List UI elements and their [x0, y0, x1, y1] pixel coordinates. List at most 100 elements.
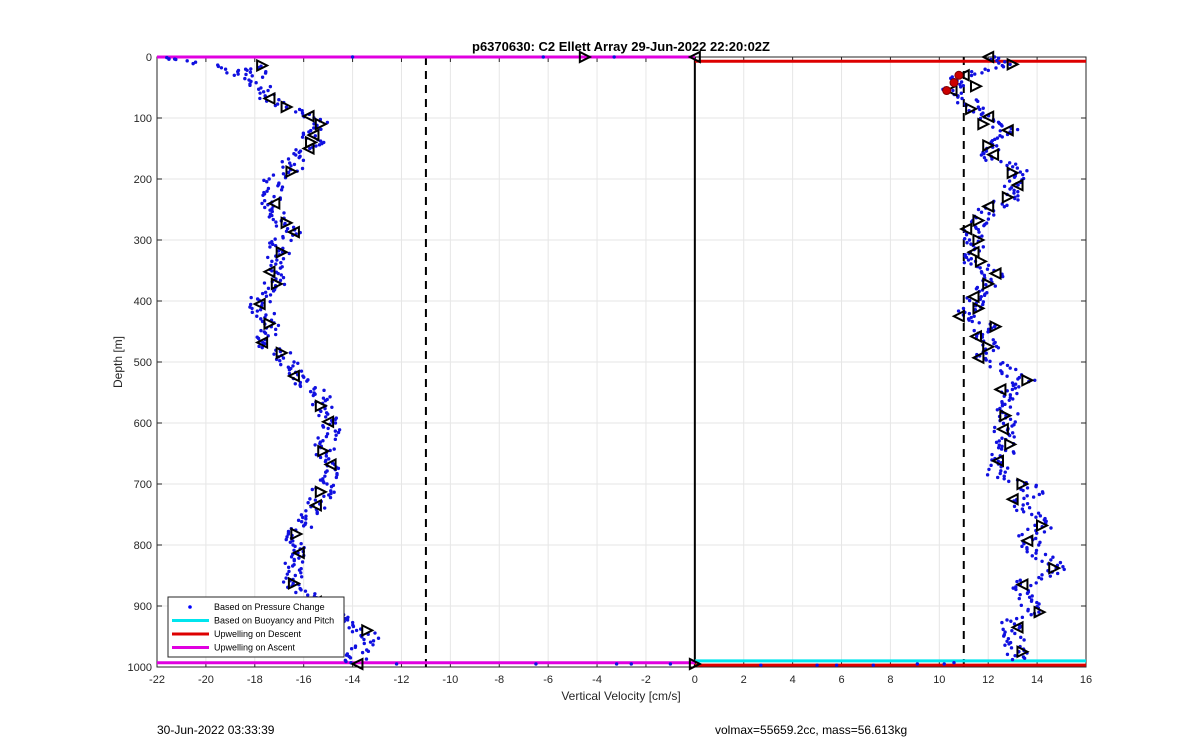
pressure-change-point	[322, 506, 327, 510]
pressure-change-point	[325, 432, 330, 436]
buoyancy-marker	[1000, 123, 1014, 137]
y-tick-label: 800	[134, 540, 152, 552]
pressure-change-point	[270, 269, 274, 273]
legend: Based on Pressure Change Based on Buoyanc…	[167, 596, 345, 658]
pressure-change-point	[1000, 124, 1004, 128]
pressure-change-point	[974, 287, 979, 291]
pressure-change-point	[1007, 161, 1012, 165]
pressure-change-point	[1008, 62, 1012, 67]
pressure-change-point	[1005, 618, 1009, 622]
pressure-change-point	[232, 73, 236, 78]
pressure-change-point	[271, 217, 275, 222]
pressure-change-point	[322, 494, 326, 498]
pressure-change-point	[981, 245, 985, 249]
pressure-change-point	[982, 152, 986, 156]
buoyancy-marker	[1016, 645, 1030, 659]
pressure-change-point	[1003, 470, 1007, 474]
pressure-change-point	[964, 255, 969, 260]
pressure-change-point	[1034, 515, 1038, 519]
pressure-change-point	[297, 107, 302, 112]
pressure-change-point	[267, 215, 272, 219]
buoyancy-marker	[1006, 166, 1020, 180]
y-tick-label: 500	[134, 357, 152, 369]
pressure-change-point	[1013, 420, 1017, 424]
pressure-change-point	[271, 289, 276, 293]
pressure-change-point	[276, 249, 281, 253]
buoyancy-marker	[972, 301, 986, 315]
pressure-change-point	[969, 257, 973, 261]
pressure-change-point	[973, 308, 978, 312]
pressure-change-point	[299, 513, 304, 517]
pressure-change-point	[285, 572, 290, 576]
upwelling-marker	[949, 78, 959, 88]
x-tick-label: -12	[394, 674, 410, 686]
pressure-change-point	[279, 362, 283, 367]
pressure-change-point	[288, 351, 293, 355]
pressure-change-point	[362, 641, 366, 646]
pressure-change-point	[959, 91, 964, 95]
pressure-change-point	[318, 139, 323, 143]
pressure-change-point	[324, 454, 329, 458]
x-tick-label: 10	[933, 674, 945, 686]
pressure-change-point	[1013, 386, 1018, 390]
x-tick-label: 14	[1031, 674, 1043, 686]
pressure-change-point	[834, 663, 839, 667]
pressure-change-point	[362, 637, 366, 642]
pressure-change-point	[289, 238, 293, 243]
pressure-change-point	[308, 146, 312, 151]
pressure-change-point	[915, 662, 920, 666]
pressure-change-point	[287, 251, 291, 256]
pressure-change-point	[1005, 374, 1009, 378]
pressure-change-point	[970, 319, 974, 324]
pressure-change-point	[981, 106, 985, 110]
pressure-change-point	[312, 126, 316, 130]
pressure-change-point	[1041, 491, 1045, 495]
pressure-change-point	[612, 55, 616, 59]
pressure-change-point	[264, 294, 269, 298]
pressure-change-point	[991, 125, 995, 129]
pressure-change-point	[1026, 609, 1030, 613]
pressure-change-point	[321, 396, 326, 400]
pressure-change-point	[268, 84, 273, 89]
pressure-change-point	[978, 266, 982, 270]
pressure-change-point	[1025, 591, 1030, 596]
pressure-change-point	[305, 379, 309, 383]
pressure-change-point	[308, 389, 313, 394]
pressure-change-point	[1017, 626, 1021, 630]
pressure-change-point	[1017, 385, 1021, 389]
pressure-change-point	[1013, 653, 1017, 658]
pressure-change-point	[1018, 592, 1022, 597]
x-tick-label: -18	[247, 674, 263, 686]
pressure-change-point	[270, 242, 275, 247]
pressure-change-point	[1007, 479, 1011, 484]
pressure-change-point	[1016, 183, 1020, 187]
pressure-change-point	[1010, 431, 1015, 435]
pressure-change-point	[997, 443, 1001, 447]
pressure-change-point	[995, 58, 999, 63]
pressure-change-point	[274, 262, 278, 266]
pressure-change-point	[258, 308, 263, 312]
x-tick-label: 16	[1080, 674, 1092, 686]
buoyancy-marker	[982, 138, 996, 153]
pressure-change-point	[961, 306, 966, 311]
y-tick-label: 900	[134, 601, 152, 613]
pressure-change-point	[995, 136, 1000, 140]
buoyancy-marker	[314, 399, 329, 413]
pressure-change-point	[1039, 577, 1044, 581]
pressure-change-point	[286, 532, 291, 536]
pressure-change-point	[1040, 559, 1044, 563]
pressure-change-point	[1015, 166, 1020, 170]
pressure-change-point	[293, 110, 298, 114]
pressure-change-point	[323, 459, 328, 464]
pressure-change-point	[992, 325, 997, 329]
pressure-change-point	[261, 90, 266, 94]
pressure-change-point	[225, 71, 229, 75]
pressure-change-point	[1027, 595, 1032, 599]
buoyancy-marker	[1001, 190, 1016, 204]
footer-volmax-mass: volmax=55659.2cc, mass=56.613kg	[715, 723, 908, 737]
pressure-change-point	[284, 537, 288, 542]
pressure-change-point	[258, 96, 262, 101]
pressure-change-point	[260, 301, 265, 305]
pressure-change-point	[270, 213, 274, 218]
buoyancy-marker	[958, 222, 973, 236]
